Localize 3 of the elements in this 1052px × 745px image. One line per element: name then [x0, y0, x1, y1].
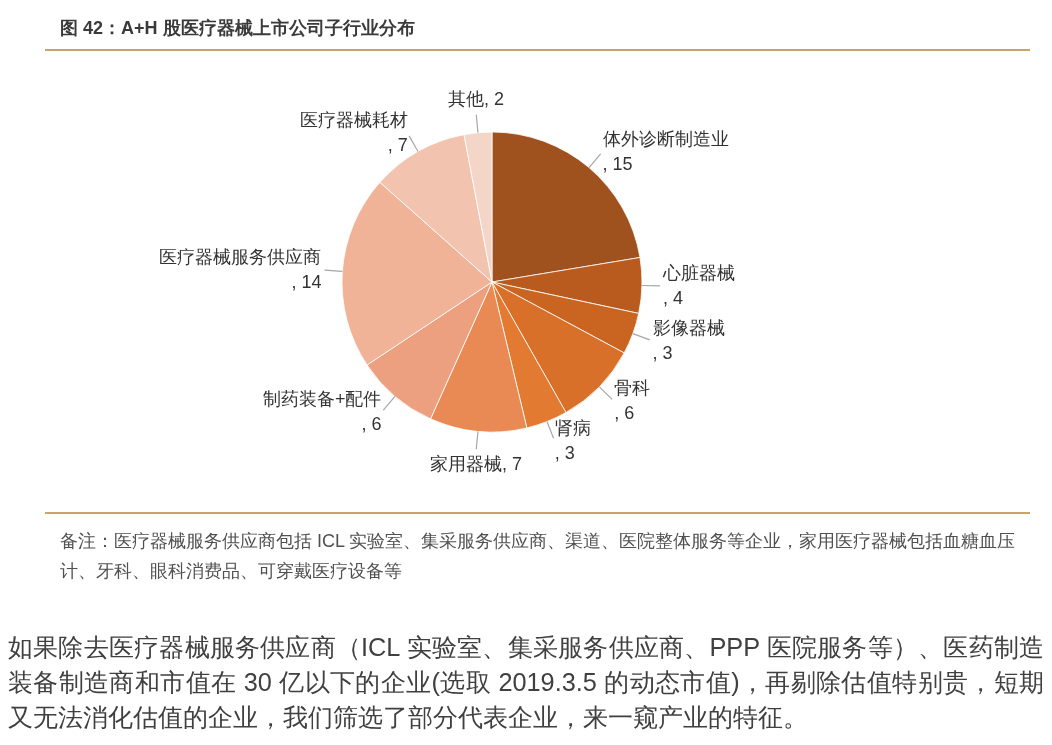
text: 备注：医疗器械服务供应商包括 ICL 实验室、集采服务供应商、渠道、医院整体服务等企业，家用医疗器械包括血糖血压计、牙科、眼科消费品、可穿戴医疗设备等 — [45, 512, 1030, 586]
text: 如果除去医疗器械服务供应商（ICL 实验室、集采服务供应商、PPP 医院服务等）、医药制造装备制造商和市值在 30 亿以下的企业(选取 2019.3.5 的动态市值)，再剔除估值特别贵，短期又无法消化估值的企业，我们筛选了部分代表企业，来一窥产业的特征。 — [8, 632, 1044, 733]
chart-title: 图 42：A+H 股医疗器械上市公司子行业分布 — [45, 16, 1030, 51]
